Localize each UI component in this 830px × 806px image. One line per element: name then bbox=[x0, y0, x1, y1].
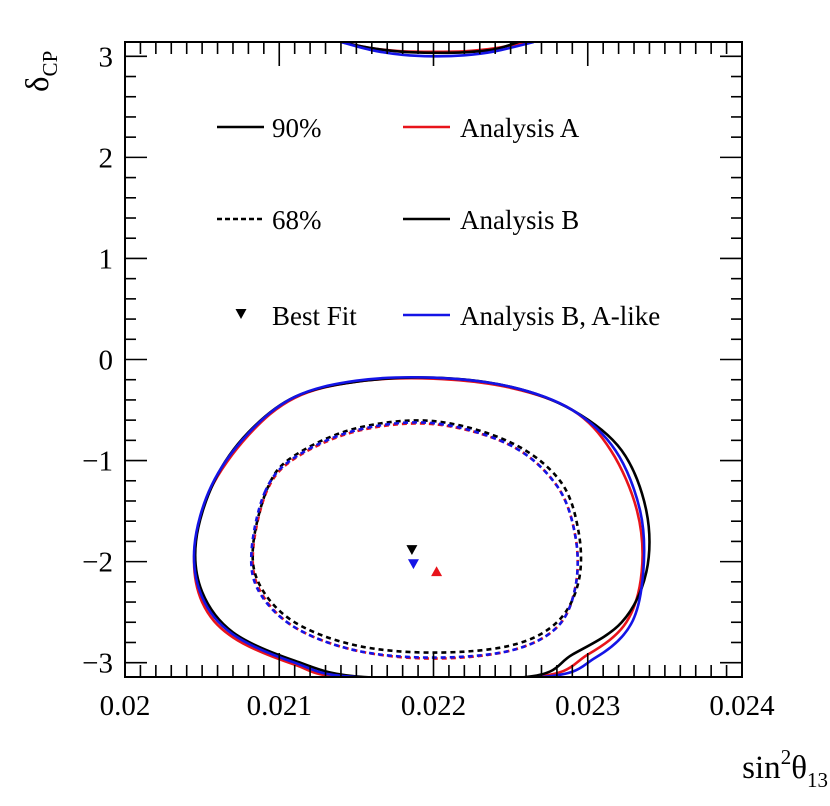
legend-label: 90% bbox=[272, 113, 322, 143]
series-analysis-b bbox=[193, 42, 651, 677]
legend-entry-analysis-b-a-like: Analysis B, A-like bbox=[403, 301, 660, 331]
x-tick-label: 0.022 bbox=[401, 690, 466, 722]
contour-analysis-b-a-like-90 bbox=[192, 376, 646, 677]
contour-analysis-a-68 bbox=[251, 422, 580, 660]
y-axis-title-sub: CP bbox=[38, 51, 62, 77]
legend-entry-68: 68% bbox=[217, 205, 322, 235]
y-tick-label: 2 bbox=[99, 142, 114, 174]
contours-layer bbox=[192, 42, 651, 677]
x-axis-title-sup: 2 bbox=[781, 745, 792, 769]
x-axis-title-symbol: θ bbox=[791, 750, 807, 786]
legend-swatch-marker bbox=[235, 309, 247, 319]
best-fit-analysis-b bbox=[406, 545, 418, 555]
y-tick-labels: −3 −2 −1 0 1 2 3 bbox=[82, 41, 113, 679]
best-fit-analysis-a bbox=[431, 566, 443, 577]
legend-label: 68% bbox=[272, 205, 322, 235]
legend-label: Analysis A bbox=[460, 113, 580, 143]
x-tick-label: 0.023 bbox=[555, 690, 620, 722]
legend-entry-analysis-a: Analysis A bbox=[403, 113, 580, 143]
contour-wrap-analysis-b-a-like-90 bbox=[340, 42, 535, 58]
y-tick-label: −2 bbox=[82, 547, 113, 579]
y-axis-title-symbol: δ bbox=[20, 76, 56, 92]
x-axis-title-prefix: sin bbox=[742, 750, 781, 786]
axis-ticks bbox=[124, 42, 743, 677]
contour-analysis-b-a-like-68 bbox=[249, 421, 580, 659]
y-tick-label: 1 bbox=[99, 243, 114, 275]
legend-label: Analysis B, A-like bbox=[460, 301, 660, 331]
contour-analysis-b-68 bbox=[251, 419, 583, 654]
legend: 90% 68% Best Fit Analysis A Analysis B Analys… bbox=[217, 113, 660, 331]
x-tick-label: 0.02 bbox=[100, 690, 151, 722]
best-fit-analysis-b-a-like bbox=[407, 559, 419, 570]
legend-entry-90: 90% bbox=[217, 113, 322, 143]
legend-label: Analysis B bbox=[460, 205, 579, 235]
x-axis-title: sin2θ13 bbox=[742, 745, 828, 792]
y-tick-label: 3 bbox=[99, 41, 114, 73]
legend-label: Best Fit bbox=[272, 301, 357, 331]
y-tick-label: −1 bbox=[82, 446, 113, 478]
plot-frame bbox=[124, 41, 743, 678]
legend-entry-analysis-b: Analysis B bbox=[403, 205, 579, 235]
y-tick-label: −3 bbox=[82, 648, 113, 680]
x-axis-title-sub: 13 bbox=[807, 768, 828, 792]
legend-entry-best-fit: Best Fit bbox=[235, 301, 357, 331]
x-tick-labels: 0.02 0.021 0.022 0.023 0.024 bbox=[100, 690, 776, 722]
x-tick-label: 0.024 bbox=[709, 690, 775, 722]
y-axis-title: δCP bbox=[20, 51, 62, 92]
y-tick-label: 0 bbox=[99, 345, 114, 377]
x-tick-label: 0.021 bbox=[247, 690, 312, 722]
